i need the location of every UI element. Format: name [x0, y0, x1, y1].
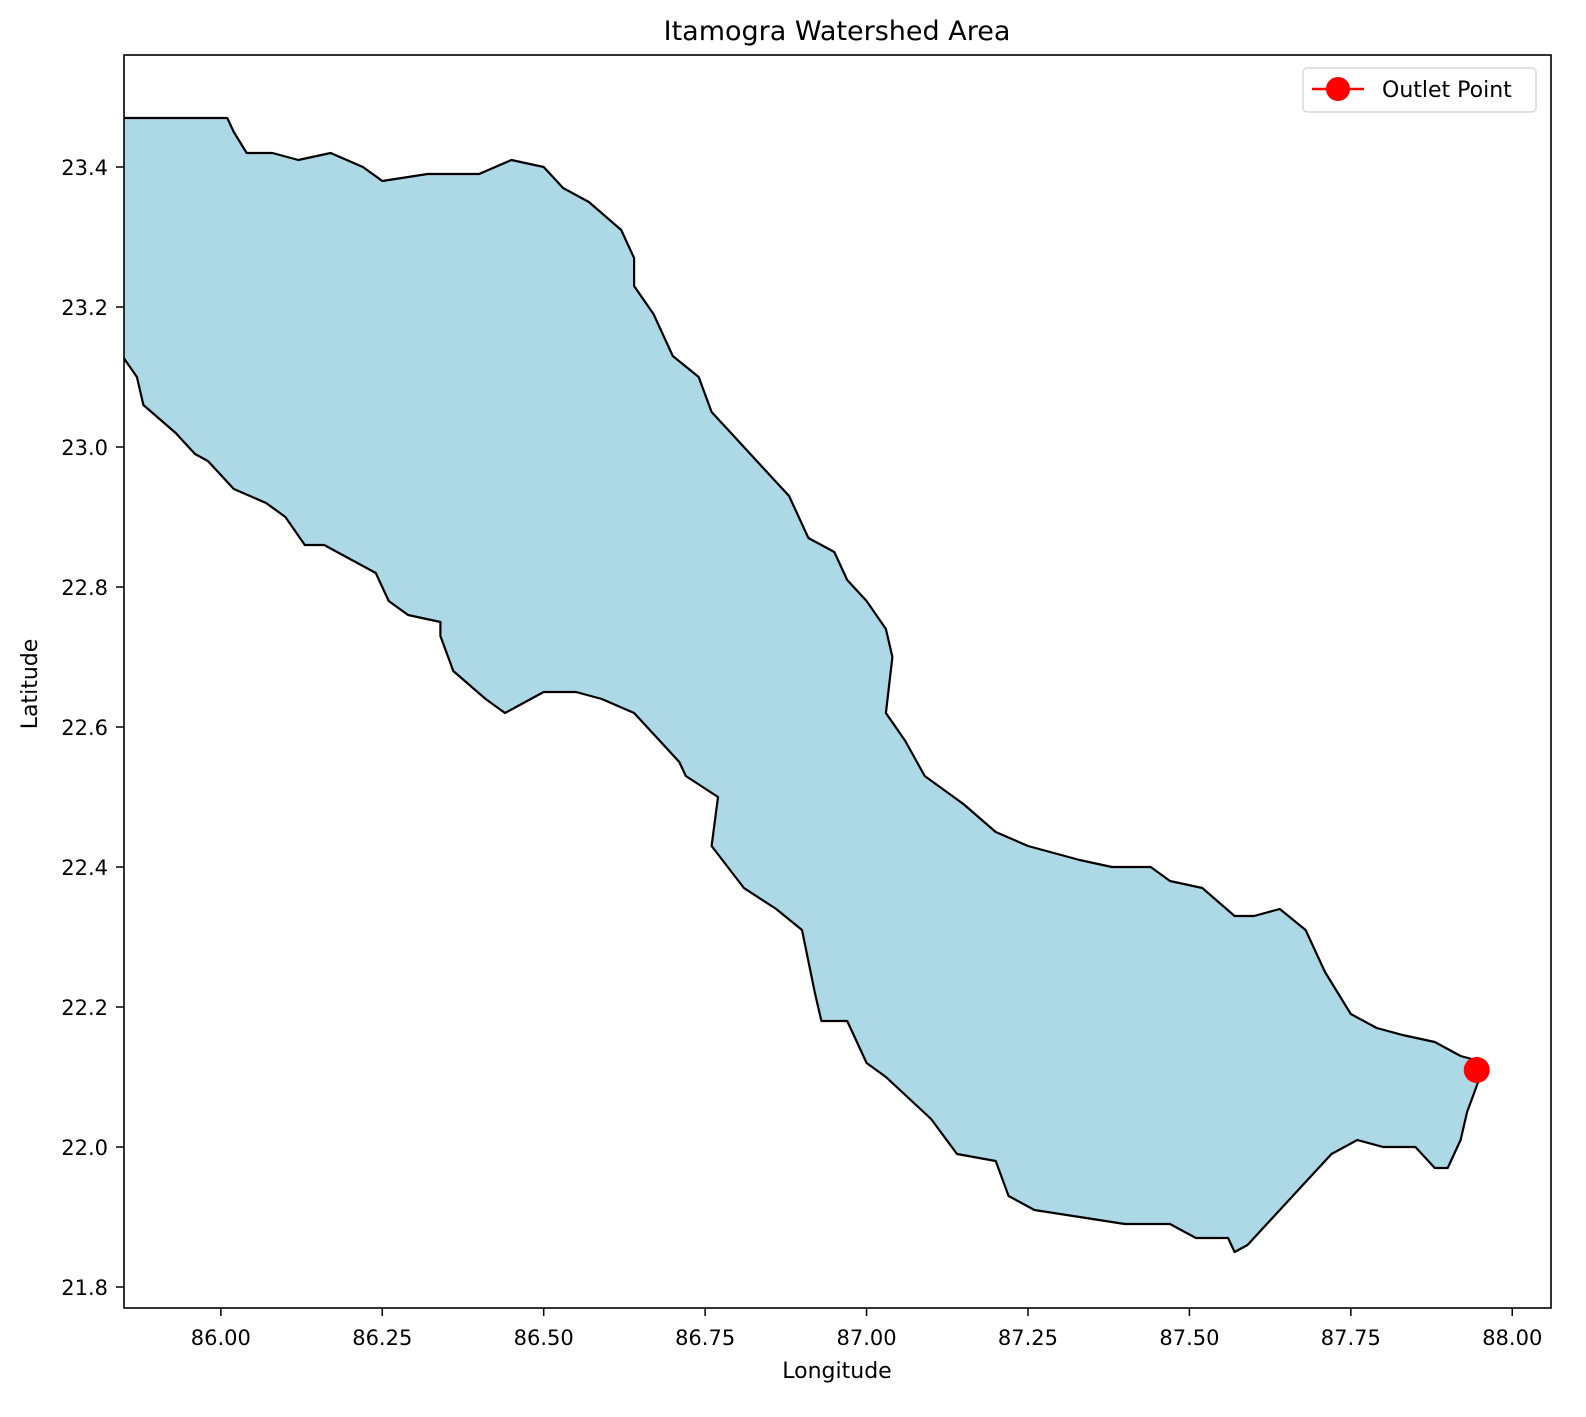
- x-tick-label: 87.75: [1321, 1326, 1381, 1350]
- legend-label: Outlet Point: [1382, 78, 1512, 103]
- y-axis-label: Latitude: [18, 639, 43, 730]
- y-tick-label: 23.2: [61, 296, 108, 320]
- legend-box: [1302, 67, 1537, 113]
- x-tick-label: 88.00: [1482, 1326, 1542, 1350]
- y-tick-label: 22.6: [61, 716, 108, 740]
- x-tick-label: 86.50: [514, 1326, 574, 1350]
- y-tick-label: 23.0: [61, 436, 108, 460]
- y-tick-label: 21.8: [61, 1276, 108, 1300]
- x-tick-label: 87.50: [1159, 1326, 1219, 1350]
- x-axis-label: Longitude: [782, 1359, 891, 1384]
- outlet-point: [1463, 1057, 1490, 1083]
- x-tick-label: 86.25: [352, 1326, 412, 1350]
- x-tick-label: 87.25: [998, 1326, 1058, 1350]
- legend: Outlet Point: [1302, 67, 1537, 113]
- x-tick-label: 87.00: [836, 1326, 896, 1350]
- legend-marker: [1326, 77, 1350, 101]
- y-tick-label: 23.4: [61, 156, 108, 180]
- plot-frame: [123, 54, 1552, 1309]
- x-axis-ticks: 86.00 86.25 86.50 86.75 87.00 87.25 87.50 87.75…: [191, 1308, 1542, 1350]
- y-tick-label: 22.8: [61, 576, 108, 600]
- watershed-polygon: [124, 116, 1488, 1254]
- y-tick-label: 22.4: [61, 856, 108, 880]
- map-title: Itamogra Watershed Area: [664, 16, 1011, 47]
- y-tick-label: 22.0: [61, 1136, 108, 1160]
- x-tick-label: 86.75: [675, 1326, 735, 1350]
- x-tick-label: 86.00: [191, 1326, 251, 1350]
- y-tick-label: 22.2: [61, 996, 108, 1020]
- y-axis-ticks: 21.8 22.0 22.2 22.4 22.6 22.8 23.0 23.2 23.4: [61, 156, 124, 1300]
